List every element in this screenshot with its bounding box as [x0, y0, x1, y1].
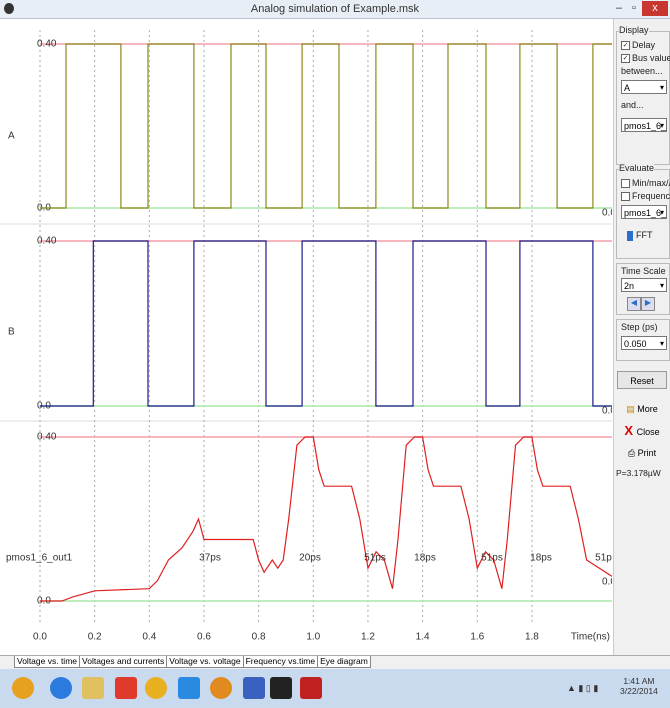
button-label: FFT: [636, 230, 653, 240]
checkbox-label: Bus value: [632, 53, 670, 63]
input-value: 0.050: [624, 339, 647, 349]
waveform: [40, 241, 612, 406]
delay-annotation: 51ps: [595, 553, 612, 564]
x-tick-label: 0.2: [88, 632, 102, 643]
time-scale-select[interactable]: 2n: [621, 278, 667, 292]
button-label: Close: [637, 427, 660, 437]
taskbar: ▲ ▮ ▯ ▮ 1:41 AM 3/22/2014: [0, 669, 670, 708]
delay-annotation: 18ps: [530, 553, 552, 564]
x-tick-label: 0.6: [197, 632, 211, 643]
print-button[interactable]: ⎙ Print: [617, 444, 667, 462]
fft-button[interactable]: FFT: [627, 230, 653, 241]
close-button[interactable]: X Close: [617, 422, 667, 440]
delay-annotation: 51ps: [364, 553, 386, 564]
minmax-checkbox[interactable]: Min/max/Av: [621, 178, 670, 188]
app-icon[interactable]: [270, 677, 292, 699]
x-tick-label: 1.8: [525, 632, 539, 643]
final-value-label: 0.00: [602, 406, 612, 417]
signal-select[interactable]: pmos1_6_: [621, 205, 667, 219]
tab[interactable]: Frequency vs.time: [243, 656, 318, 668]
screen: { "window": {"title": "Analog simulation…: [0, 0, 670, 708]
reset-button[interactable]: Reset: [617, 371, 667, 389]
select-value: pmos1_6_: [624, 208, 666, 218]
checkbox-label: Delay: [632, 40, 655, 50]
select-value: 2n: [624, 281, 634, 291]
group-title: Time Scale: [621, 266, 666, 276]
app-icon[interactable]: [12, 677, 34, 699]
signal-name: A: [8, 131, 15, 142]
y-tick-label: 0.40: [37, 39, 57, 50]
close-window-button[interactable]: x: [642, 1, 668, 16]
checkbox-label: Frequency: [632, 191, 670, 201]
x-tick-label: 0.8: [252, 632, 266, 643]
group-title: Step (ps): [621, 322, 658, 332]
x-tick-label: 1.2: [361, 632, 375, 643]
group-title: Display: [619, 25, 649, 35]
from-select[interactable]: A: [621, 80, 667, 94]
button-label: More: [637, 404, 658, 414]
display-group: Display ✓Delay ✓Bus value between... A a…: [616, 31, 670, 165]
x-tick-label: 1.4: [416, 632, 430, 643]
final-value-label: 0.06: [602, 577, 612, 588]
step-input[interactable]: 0.050: [621, 336, 667, 350]
x-axis-unit: Time(ns): [571, 632, 610, 643]
frequency-checkbox[interactable]: Frequency: [621, 191, 670, 201]
waveform-plot: 0.0 0.2 0.4 0.6 0.8 1.0 1.2 1.4 1.6 1.8 Time(ns) 0.…: [0, 0, 612, 655]
button-label: Print: [638, 448, 657, 458]
x-tick-label: 0.4: [142, 632, 156, 643]
group-title: Evaluate: [619, 163, 654, 173]
step-group: Step (ps) 0.050: [616, 319, 670, 361]
clock-time: 1:41 AM: [620, 676, 658, 686]
app-icon[interactable]: [145, 677, 167, 699]
delay-checkbox[interactable]: ✓Delay: [621, 40, 655, 50]
time-scale-group: Time Scale 2n ◀ ▶: [616, 263, 670, 315]
maximize-button[interactable]: ▫: [627, 1, 641, 16]
more-button[interactable]: ▤ More: [617, 400, 667, 418]
scale-left-button[interactable]: ◀: [627, 297, 641, 311]
delay-annotation: 51ps: [481, 553, 503, 564]
checkbox-label: Min/max/Av: [632, 178, 670, 188]
minimize-button[interactable]: –: [612, 1, 626, 16]
waveform: [40, 437, 612, 601]
x-tick-label: 0.0: [33, 632, 47, 643]
signal-name: pmos1_6_out1: [6, 553, 73, 564]
evaluate-group: Evaluate Min/max/Av Frequency pmos1_6_ F…: [616, 169, 670, 259]
to-select[interactable]: pmos1_6_: [621, 118, 667, 132]
tab[interactable]: Voltage vs. voltage: [166, 656, 243, 668]
app-icon[interactable]: [243, 677, 265, 699]
tab[interactable]: Voltage vs. time: [14, 656, 80, 668]
and-label: and...: [621, 100, 644, 110]
between-label: between...: [621, 66, 663, 76]
power-label: P=3.178µW: [616, 468, 661, 478]
delay-annotation: 37ps: [199, 553, 221, 564]
y-tick-label: 0.40: [37, 236, 57, 247]
app-icon[interactable]: [178, 677, 200, 699]
bus-value-checkbox[interactable]: ✓Bus value: [621, 53, 670, 63]
x-tick-label: 1.6: [470, 632, 484, 643]
clock: 1:41 AM 3/22/2014: [620, 676, 658, 696]
side-panel: Display ✓Delay ✓Bus value between... A a…: [613, 19, 670, 655]
app-icon[interactable]: [210, 677, 232, 699]
app-icon[interactable]: [50, 677, 72, 699]
signal-name: B: [8, 327, 15, 338]
select-value: pmos1_6_: [624, 121, 666, 131]
app-icon[interactable]: [300, 677, 322, 699]
y-tick-label: 0.40: [37, 432, 57, 443]
tray-icons: ▲ ▮ ▯ ▮: [567, 683, 598, 694]
app-icon[interactable]: [115, 677, 137, 699]
delay-annotation: 18ps: [414, 553, 436, 564]
select-value: A: [624, 83, 630, 93]
clock-date: 3/22/2014: [620, 686, 658, 696]
app-icon[interactable]: [82, 677, 104, 699]
x-tick-label: 1.0: [306, 632, 320, 643]
scale-right-button[interactable]: ▶: [641, 297, 655, 311]
tab[interactable]: Voltages and currents: [79, 656, 167, 668]
waveform: [40, 44, 612, 208]
final-value-label: 0.00: [602, 208, 612, 219]
delay-annotation: 20ps: [299, 553, 321, 564]
tab[interactable]: Eye diagram: [317, 656, 371, 668]
